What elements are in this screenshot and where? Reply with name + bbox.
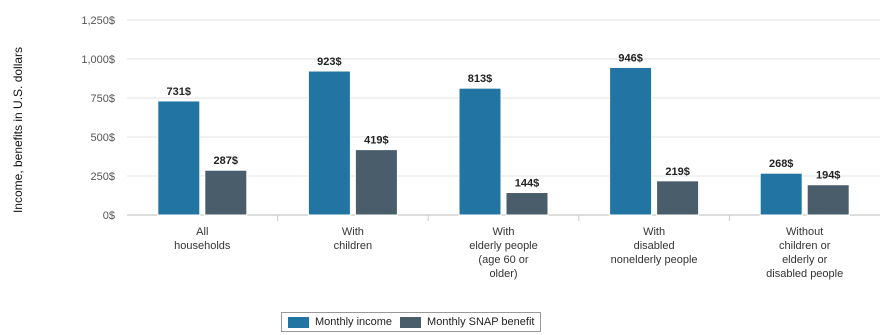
- data-labels: 731$ 287$ 923$ 419$ 813$ 144$ 946$ 219$ 268$ 194$: [167, 52, 841, 189]
- legend-item-income[interactable]: Monthly income: [288, 316, 392, 328]
- legend: Monthly income Monthly SNAP benefit: [281, 312, 542, 332]
- y-tick-label: 500$: [91, 132, 115, 144]
- x-axis-categories: All households With children With elderly peo…: [174, 226, 843, 280]
- data-label: 813$: [468, 73, 492, 85]
- data-label: 946$: [618, 52, 642, 64]
- bar-income[interactable]: [609, 66, 653, 216]
- legend-item-snap[interactable]: Monthly SNAP benefit: [400, 316, 534, 328]
- gridlines: [127, 19, 880, 221]
- data-label: 419$: [364, 135, 388, 147]
- legend-label-income: Monthly income: [315, 316, 393, 328]
- x-category-label: Without children or elderly or disabled peo…: [766, 226, 843, 280]
- data-label: 731$: [167, 86, 191, 98]
- data-label: 268$: [769, 158, 793, 170]
- x-category-label: All households: [174, 226, 231, 252]
- y-axis-title: Income, benefits in U.S. dollars: [11, 47, 25, 213]
- data-label: 287$: [214, 155, 238, 167]
- x-category-label: With elderly people (age 60 or older): [469, 226, 538, 280]
- bars: [157, 66, 850, 216]
- y-tick-label: 750$: [91, 93, 115, 105]
- bar-snap[interactable]: [806, 184, 850, 216]
- bar-income[interactable]: [157, 100, 201, 216]
- legend-label-snap: Monthly SNAP benefit: [427, 316, 535, 328]
- x-category-label: With children: [334, 226, 373, 252]
- data-label: 144$: [515, 178, 539, 190]
- y-tick-label: 1,000$: [81, 54, 115, 66]
- bar-chart: 0$ 250$ 500$ 750$ 1,000$ 1,250$ 731$ 287$ 923$ 4…: [11, 15, 880, 280]
- bar-income[interactable]: [307, 70, 351, 216]
- x-category-label: With disabled nonelderly people: [611, 226, 698, 266]
- legend-swatch-snap: [400, 316, 422, 328]
- y-tick-label: 250$: [91, 171, 115, 183]
- bar-snap[interactable]: [656, 180, 700, 216]
- data-label: 194$: [816, 170, 840, 182]
- bar-income[interactable]: [759, 172, 803, 216]
- y-tick-label: 0$: [103, 210, 115, 222]
- data-label: 923$: [317, 56, 341, 68]
- y-axis-ticks: 0$ 250$ 500$ 750$ 1,000$ 1,250$: [81, 15, 115, 222]
- data-label: 219$: [665, 166, 689, 178]
- bar-snap[interactable]: [505, 192, 549, 216]
- y-tick-label: 1,250$: [81, 15, 115, 27]
- bar-income[interactable]: [458, 87, 502, 216]
- legend-swatch-income: [288, 316, 309, 328]
- bar-snap[interactable]: [204, 169, 248, 216]
- bar-snap[interactable]: [354, 149, 398, 216]
